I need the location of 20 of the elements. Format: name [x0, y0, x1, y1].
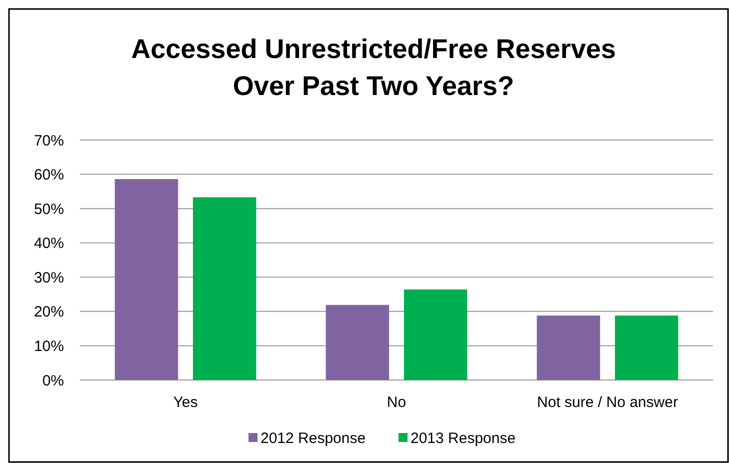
bar [536, 316, 600, 380]
x-tick-label: No [386, 394, 406, 411]
y-tick-label: 50% [34, 200, 64, 218]
bar [114, 179, 178, 380]
y-tick-label: 20% [34, 304, 64, 321]
y-tick-label: 40% [34, 235, 64, 252]
x-tick-label: Not sure / No answer [537, 394, 678, 411]
bar [404, 289, 468, 380]
legend-label: 2013 Response [410, 430, 516, 447]
bar [192, 197, 256, 380]
y-tick-label: 10% [34, 338, 64, 355]
x-tick-label: Yes [173, 394, 198, 411]
chart-title: Accessed Unrestricted/Free Reserves Over Past Two Years? [131, 34, 616, 101]
y-tick-label: 70% [34, 132, 64, 150]
legend-label: 2012 Response [260, 430, 366, 447]
y-tick-label: 30% [34, 269, 64, 286]
bar [326, 304, 390, 380]
y-tick-label: 60% [34, 166, 64, 184]
bar [614, 316, 678, 380]
y-tick-label: 0% [42, 372, 64, 390]
